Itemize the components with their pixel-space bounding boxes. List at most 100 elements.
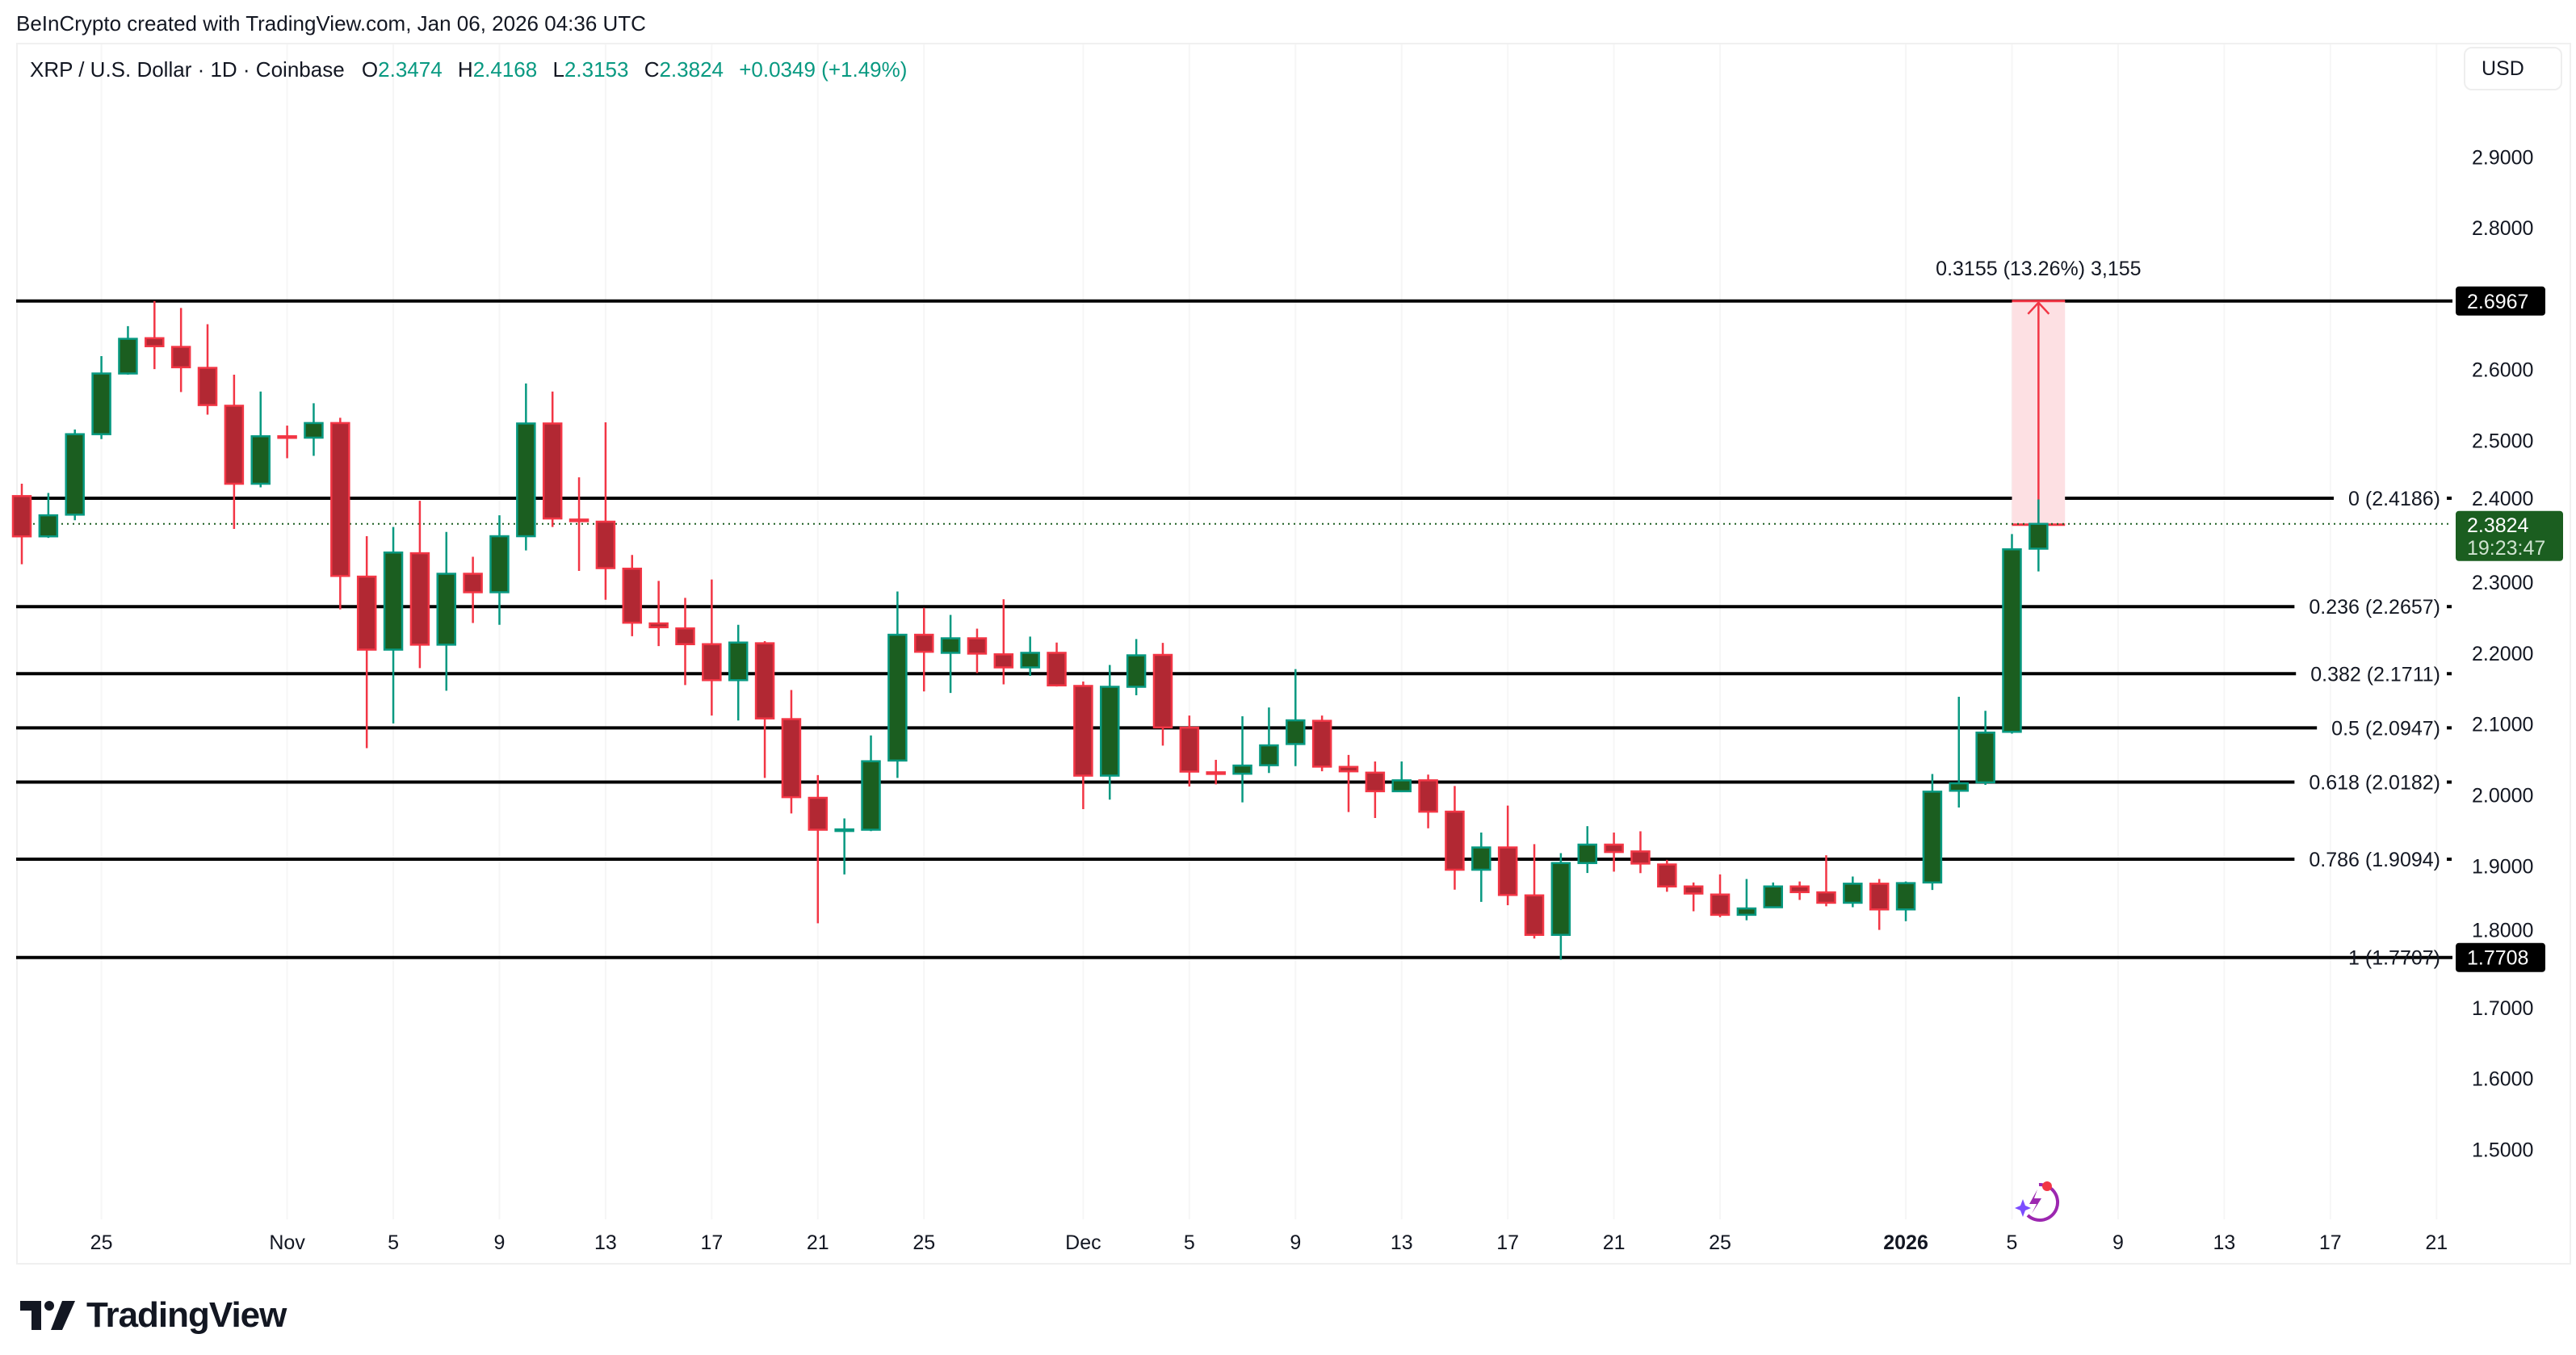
time-axis-label: 21 [1603,1231,1626,1254]
candle [1657,859,1677,892]
candle-body [11,495,32,538]
price-range-measure[interactable]: 0.3155 (13.26%) 3,155 [1936,258,2142,526]
price-tag [2456,286,2545,316]
candle [409,501,430,669]
candle [383,526,404,724]
candle [1206,759,1226,785]
price-axis-label: 2.1000 [2472,714,2533,736]
close-value: 2.3824 [659,57,724,82]
fib-level-label: 0.786 (1.9094) [2309,849,2440,871]
time-axis-label: Dec [1065,1231,1101,1254]
currency-button[interactable]: USD [2464,47,2562,90]
candle [728,624,749,721]
candle [1816,855,1836,907]
price-axis-label: 2.5000 [2472,430,2533,453]
candle-body [967,637,988,655]
candle [356,536,377,749]
candle-body [277,434,297,439]
candle [1895,881,1916,921]
candle [2028,499,2049,572]
high-value: 2.4168 [473,57,538,82]
open-label: O [362,57,378,82]
last-price-text: 2.3824 [2467,514,2529,537]
candle [1047,642,1067,687]
candle-body [834,828,854,833]
time-axis-label: 17 [2319,1231,2342,1254]
tradingview-logo[interactable]: TradingView [20,1295,287,1336]
candle-body [887,633,908,762]
horizontal-lines[interactable] [16,299,2452,959]
high-label: H [458,57,473,82]
candle-body [1736,907,1757,917]
low-value: 2.3153 [564,57,629,82]
time-axis-label: 5 [2007,1231,2018,1254]
fib-level-label: 0.382 (2.1711) [2310,663,2440,686]
candle [170,308,191,392]
fib-level-label: 1 (1.7707) [2348,947,2440,970]
candle [702,579,722,716]
candle [940,615,961,694]
time-axis-label: 17 [1496,1231,1519,1254]
candle [1152,643,1173,746]
candle [913,607,934,692]
time-axis-label: 21 [2425,1231,2448,1254]
candle [145,300,165,370]
candle [1524,844,1545,939]
candle-body [463,573,483,594]
candle-body [728,641,749,682]
candle-body [330,422,350,577]
candle [1445,786,1465,890]
price-axis-label: 2.9000 [2472,146,2533,169]
candle [65,429,85,521]
candle [1869,879,1890,930]
time-axis-label: 9 [2112,1231,2124,1254]
time-axis-label: 17 [700,1231,723,1254]
candle-body [1816,891,1836,904]
candle-body [913,633,934,653]
candle [648,581,669,647]
candle-body [1391,779,1412,793]
time-axis[interactable]: 25 Nov 5 9 13 17 21 25 Dec 5 9 13 17 21 25 2026 5 9 13 17 21 [90,1231,2448,1254]
candle-body [1949,782,1970,792]
candle-body [1789,885,1810,894]
candle-body [1100,686,1120,777]
candle-body [1869,883,1890,911]
candle-body [861,760,881,831]
price-axis-label: 1.8000 [2472,920,2533,942]
price-axis-label: 2.2000 [2472,643,2533,665]
candle-body [648,622,669,629]
candle-body [1311,719,1332,768]
ai-assistant-icon[interactable] [2015,1181,2060,1222]
candle [1418,774,1438,829]
candle [197,324,218,415]
candle-body [304,422,324,439]
price-axis[interactable]: 2.9000 2.8000 2.6000 2.5000 2.4000 2.3000 2.20… [2472,146,2533,1161]
bar-countdown-text: 19:23:47 [2467,537,2545,560]
candle [1763,882,1784,908]
candle [1683,882,1704,912]
candle-body [65,433,85,516]
time-axis-label: 25 [1709,1231,1731,1254]
candle-body [91,372,111,435]
chart-frame [16,43,2571,1265]
time-axis-label: 25 [913,1231,935,1254]
fib-level-label: 0.5 (2.0947) [2331,717,2440,740]
candle-body [1763,885,1784,908]
candle-body [1604,843,1624,854]
candle [568,477,589,572]
fib-level-label: 0.236 (2.2657) [2309,596,2440,619]
candle-body [1126,654,1147,688]
candle [622,555,643,636]
candle [1311,715,1332,772]
candle [754,640,775,778]
candle [304,403,324,456]
candle-body [1524,894,1545,936]
candle-body [1418,779,1438,813]
low-label: L [552,57,564,82]
price-axis-label: 1.9000 [2472,855,2533,878]
time-axis-label: 25 [90,1231,113,1254]
candle [1736,879,1757,921]
time-axis-label: 5 [388,1231,399,1254]
candle [1365,761,1386,818]
